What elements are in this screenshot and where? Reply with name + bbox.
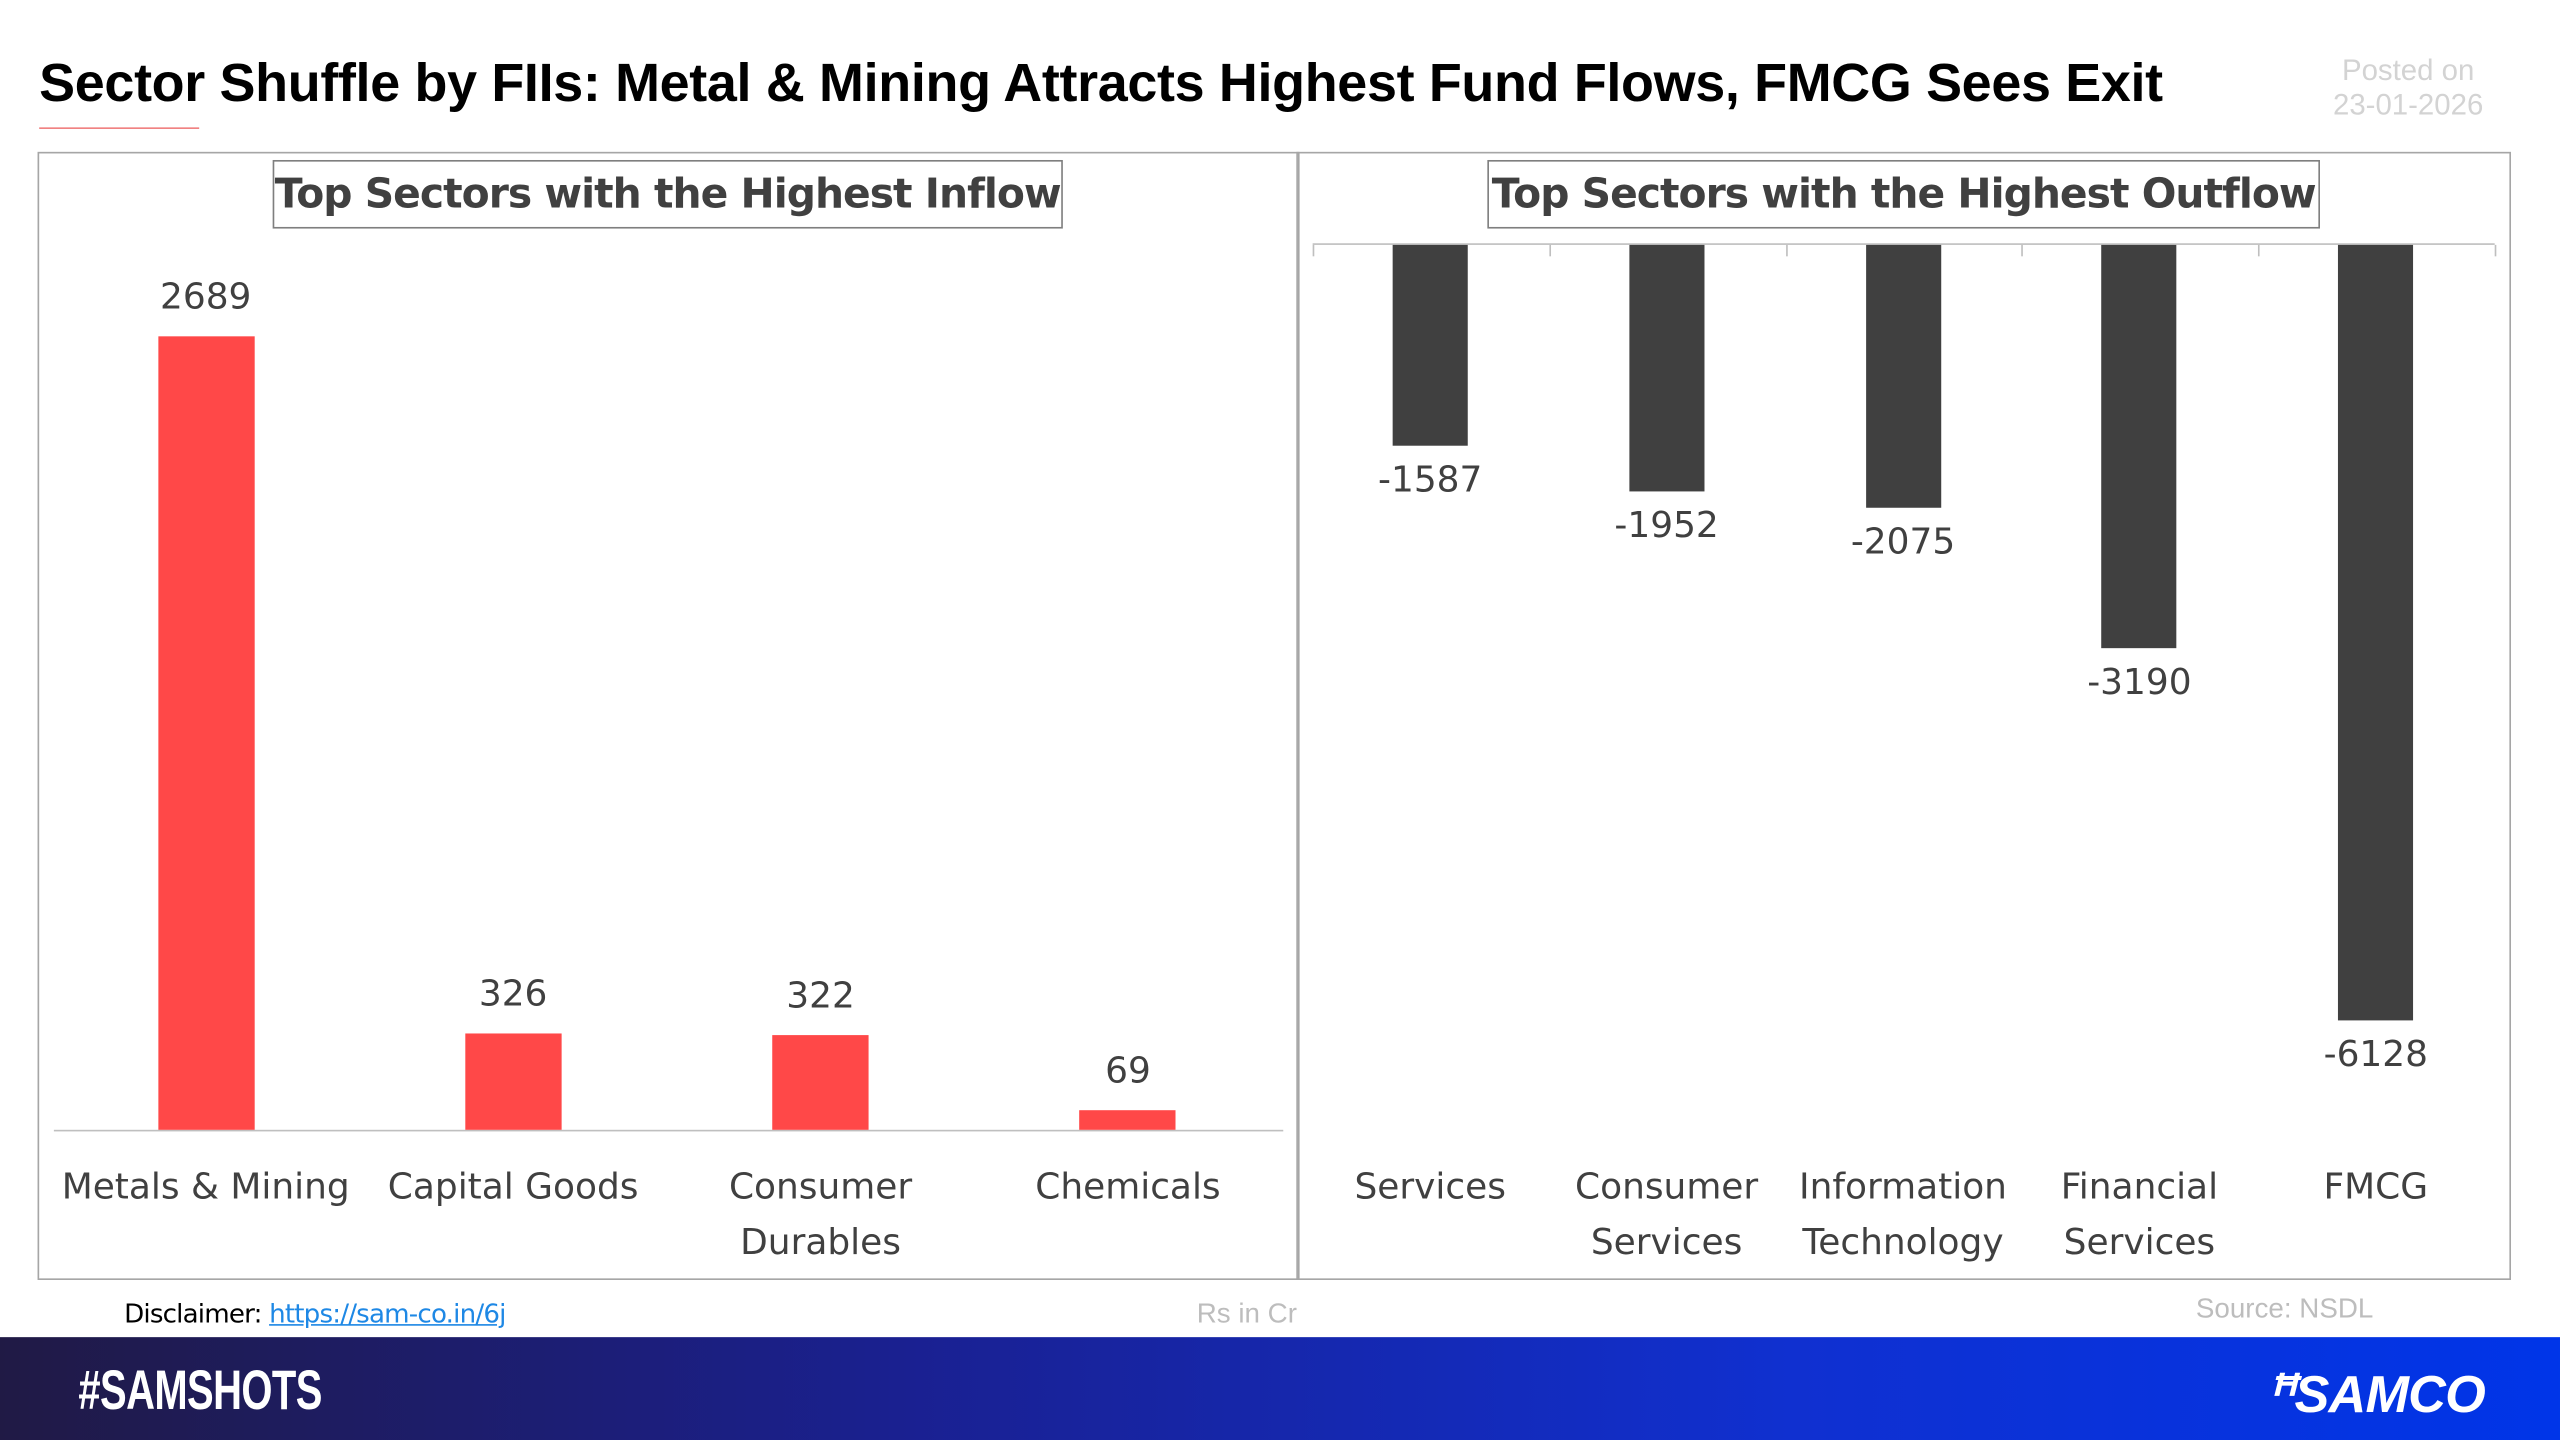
inflow-bar	[464, 1033, 562, 1130]
samco-logo-icon: ꟸ	[2265, 1364, 2295, 1424]
units-note: Rs in Cr	[1196, 1297, 1297, 1329]
inflow-category-label: Consumer Durables	[728, 1167, 913, 1264]
outflow-bar	[1629, 244, 1705, 492]
inflow-value-label: 69	[1105, 1050, 1151, 1092]
disclaimer-link[interactable]: https://sam-co.in/6j	[269, 1297, 506, 1329]
outflow-x-axis	[1312, 243, 2495, 245]
outflow-category-label: Consumer Services	[1575, 1167, 1759, 1264]
outflow-bar	[2338, 244, 2414, 1021]
posted-date: Posted on 23-01-2026	[2318, 54, 2498, 123]
outflow-category-label: FMCG	[2323, 1167, 2429, 1209]
axis-tick	[1549, 244, 1551, 257]
axis-tick	[1785, 244, 1788, 257]
disclaimer: Disclaimer: https://sam-co.in/6j	[124, 1297, 506, 1329]
outflow-value-label: -3190	[2087, 663, 2192, 705]
outflow-value-label: -6128	[2323, 1035, 2429, 1076]
outflow-category-label: Financial Services	[2060, 1167, 2219, 1264]
outflow-panel	[1296, 151, 2512, 1280]
outflow-bar	[2101, 244, 2177, 649]
inflow-panel	[37, 151, 1300, 1280]
brand-banner: #SAMSHOTS ꟸSAMCO	[0, 1337, 2560, 1440]
outflow-bar	[1392, 244, 1468, 446]
brand-name: SAMCO	[2294, 1364, 2486, 1424]
axis-tick	[2494, 244, 2497, 257]
inflow-bar	[1079, 1109, 1177, 1130]
posted-label: Posted on	[2341, 53, 2475, 87]
inflow-category-label: Metals & Mining	[61, 1167, 350, 1209]
samco-logo: ꟸSAMCO	[2265, 1363, 2486, 1425]
inflow-bar	[157, 336, 254, 1130]
source-note: Source: NSDL	[2195, 1293, 2374, 1325]
outflow-value-label: -1587	[1378, 460, 1483, 502]
inflow-x-axis	[53, 1129, 1284, 1132]
axis-tick	[2021, 244, 2024, 257]
outflow-category-label: Information Technology	[1799, 1167, 2007, 1264]
axis-tick	[1312, 244, 1315, 257]
outflow-value-label: -2075	[1850, 522, 1956, 563]
outflow-bar	[1865, 244, 1941, 508]
inflow-category-label: Capital Goods	[387, 1167, 639, 1209]
inflow-category-label: Chemicals	[1035, 1167, 1221, 1209]
inflow-bar	[772, 1034, 869, 1130]
page-title: Sector Shuffle by FIIs: Metal & Mining A…	[39, 52, 2163, 113]
axis-tick	[2258, 244, 2260, 257]
inflow-chart-title: Top Sectors with the Highest Inflow	[272, 159, 1063, 229]
inflow-value-label: 322	[786, 975, 855, 1017]
outflow-category-label: Services	[1354, 1167, 1506, 1209]
hashtag: #SAMSHOTS	[78, 1359, 322, 1423]
posted-value: 23-01-2026	[2332, 88, 2484, 121]
disclaimer-label: Disclaimer:	[124, 1297, 262, 1329]
title-underline	[39, 127, 200, 129]
inflow-value-label: 2689	[159, 277, 252, 319]
outflow-value-label: -1952	[1614, 506, 1719, 548]
inflow-value-label: 326	[478, 974, 548, 1016]
outflow-chart-title: Top Sectors with the Highest Outflow	[1487, 159, 2320, 229]
